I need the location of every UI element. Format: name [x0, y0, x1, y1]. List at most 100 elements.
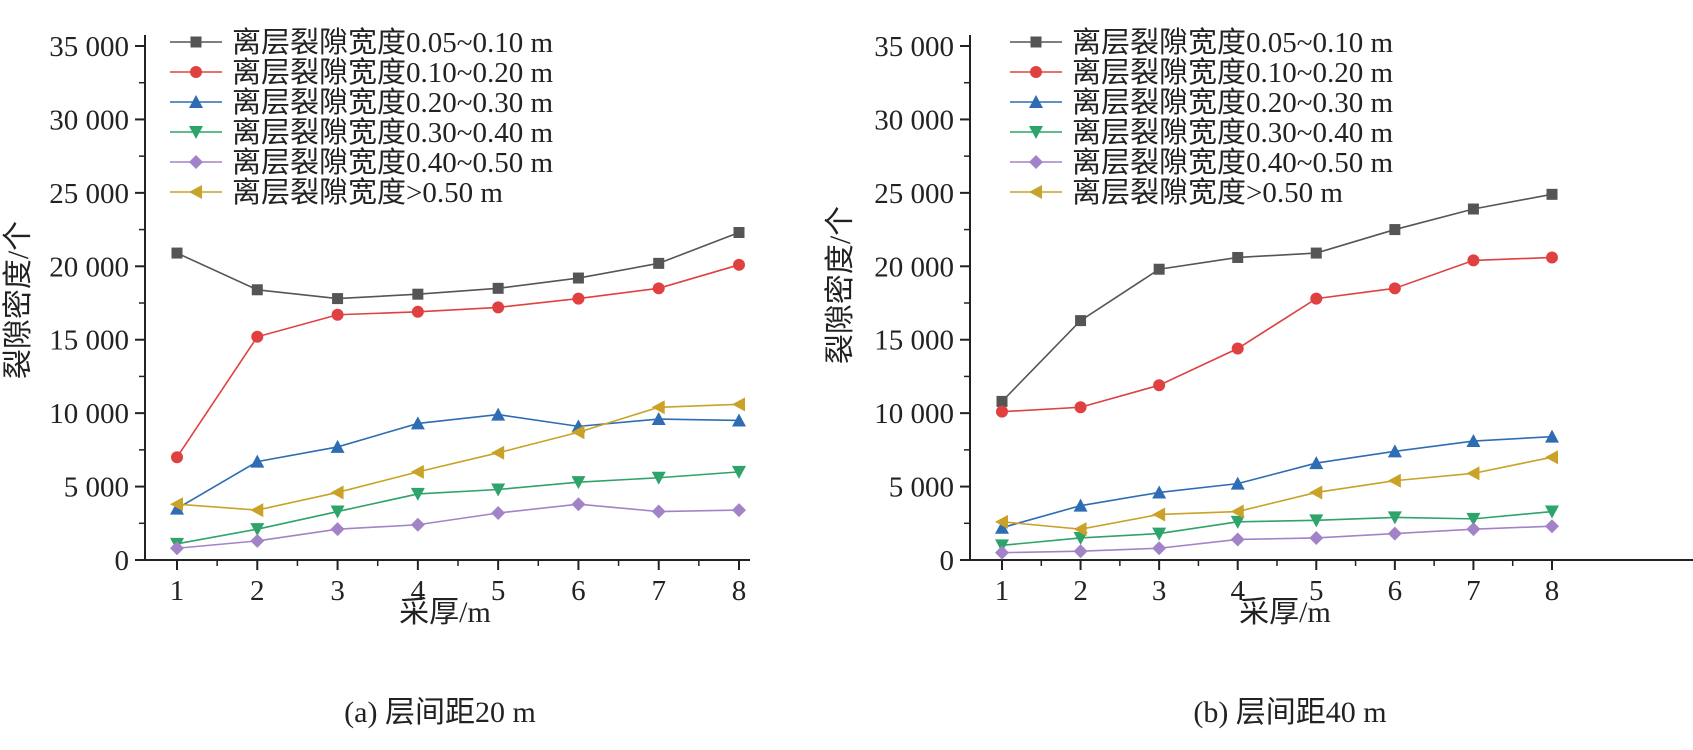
axes: 0 5 000 10 000 15 000 20 000 25 000 30 000 35 0… [874, 31, 1693, 607]
series-2 [996, 251, 1558, 418]
data-point [1467, 254, 1480, 267]
legend-label: 离层裂隙宽度0.20~0.30 m [1072, 86, 1393, 119]
legend-marker [189, 126, 203, 139]
data-point [1387, 444, 1402, 458]
legend-marker [1030, 66, 1042, 78]
data-point [171, 247, 183, 259]
y-tick-label: 10 000 [49, 398, 129, 430]
x-tick-label: 4 [1230, 575, 1245, 607]
data-point [1387, 511, 1402, 525]
data-point [572, 292, 585, 305]
data-point [171, 451, 183, 464]
series-2 [171, 258, 745, 464]
data-point [1387, 526, 1402, 541]
data-point [250, 533, 265, 548]
legend-label: 离层裂隙宽度0.20~0.30 m [232, 86, 553, 119]
series-3 [170, 407, 746, 515]
legend-label: 离层裂隙宽度0.30~0.40 m [232, 116, 553, 149]
x-tick-label: 5 [491, 575, 506, 607]
series-line [176, 403, 740, 511]
series-line [1001, 435, 1553, 529]
x-tick-label: 7 [651, 575, 666, 607]
data-point [653, 257, 665, 269]
legend-item: 离层裂隙宽度0.05~0.10 m [1010, 26, 1393, 59]
legend-marker [1030, 36, 1042, 48]
data-point [1546, 188, 1558, 200]
data-point [1389, 224, 1401, 236]
legend-item: 离层裂隙宽度0.10~0.20 m [1010, 56, 1393, 89]
x-tick-label: 6 [1388, 575, 1403, 607]
data-point [410, 416, 425, 430]
data-point [250, 523, 265, 537]
legend-item: 离层裂隙宽度0.10~0.20 m [170, 56, 553, 89]
legend-marker [190, 36, 202, 48]
series-4 [170, 465, 746, 551]
data-point [250, 503, 264, 518]
data-point [1230, 504, 1244, 519]
x-tick-label: 1 [170, 575, 185, 607]
legend-item: 离层裂隙宽度0.20~0.30 m [1010, 86, 1393, 119]
data-point [1310, 292, 1323, 305]
series-line [1001, 456, 1553, 530]
data-point [330, 439, 345, 453]
data-point [410, 517, 425, 532]
data-point [1230, 515, 1245, 529]
series-5 [995, 519, 1559, 560]
data-point [410, 487, 425, 501]
data-point [651, 471, 666, 485]
legend-marker [189, 185, 202, 199]
data-point [332, 293, 344, 305]
x-tick-label: 1 [995, 575, 1010, 607]
series-1 [996, 188, 1558, 407]
legend-marker [1029, 95, 1043, 108]
legend-marker [190, 66, 202, 78]
axes: 0 5 000 10 000 15 000 20 000 25 000 30 000 35 0… [49, 31, 750, 607]
series-line [1001, 525, 1553, 554]
data-point [1073, 498, 1088, 512]
data-point [170, 541, 184, 556]
series-line [176, 264, 740, 458]
data-point [571, 497, 586, 512]
data-point [732, 397, 745, 412]
legend-item: 离层裂隙宽度0.05~0.10 m [170, 26, 553, 59]
data-point [1075, 315, 1087, 327]
x-tick-label: 7 [1466, 575, 1481, 607]
legend-marker [1029, 155, 1043, 169]
data-point [492, 282, 504, 294]
legend-item: 离层裂隙宽度0.40~0.50 m [170, 146, 553, 179]
y-tick-label: 15 000 [49, 325, 129, 357]
data-point [1545, 505, 1559, 519]
x-tick-label: 6 [571, 575, 586, 607]
data-point [1387, 473, 1401, 488]
legend-label: 离层裂隙宽度0.10~0.20 m [232, 56, 553, 89]
panel-caption: (b) 层间距40 m [1193, 696, 1386, 729]
series-line [176, 413, 740, 510]
x-axis-label: 采厚/m [1239, 596, 1331, 629]
data-point [1073, 544, 1088, 559]
legend-label: 离层裂隙宽度0.40~0.50 m [232, 146, 553, 179]
data-point [1309, 456, 1324, 470]
legend-item: 离层裂隙宽度>0.50 m [1010, 176, 1343, 209]
data-point [491, 407, 506, 421]
series-6 [995, 450, 1558, 537]
data-point [1309, 485, 1323, 500]
data-point [651, 504, 666, 519]
data-point [1466, 434, 1481, 448]
data-point [1231, 342, 1244, 355]
data-point [996, 395, 1008, 407]
data-point [651, 412, 666, 426]
data-point [1073, 531, 1088, 545]
data-point [330, 485, 344, 500]
x-tick-label: 3 [330, 575, 345, 607]
data-point [330, 522, 345, 537]
data-point [330, 505, 345, 519]
y-tick-label: 10 000 [874, 398, 954, 430]
legend-label: 离层裂隙宽度>0.50 m [1072, 176, 1343, 209]
data-point [1232, 251, 1244, 263]
x-tick-label: 4 [411, 575, 426, 607]
y-tick-label: 5 000 [889, 472, 954, 504]
data-point [491, 483, 506, 497]
series-line [176, 471, 740, 545]
